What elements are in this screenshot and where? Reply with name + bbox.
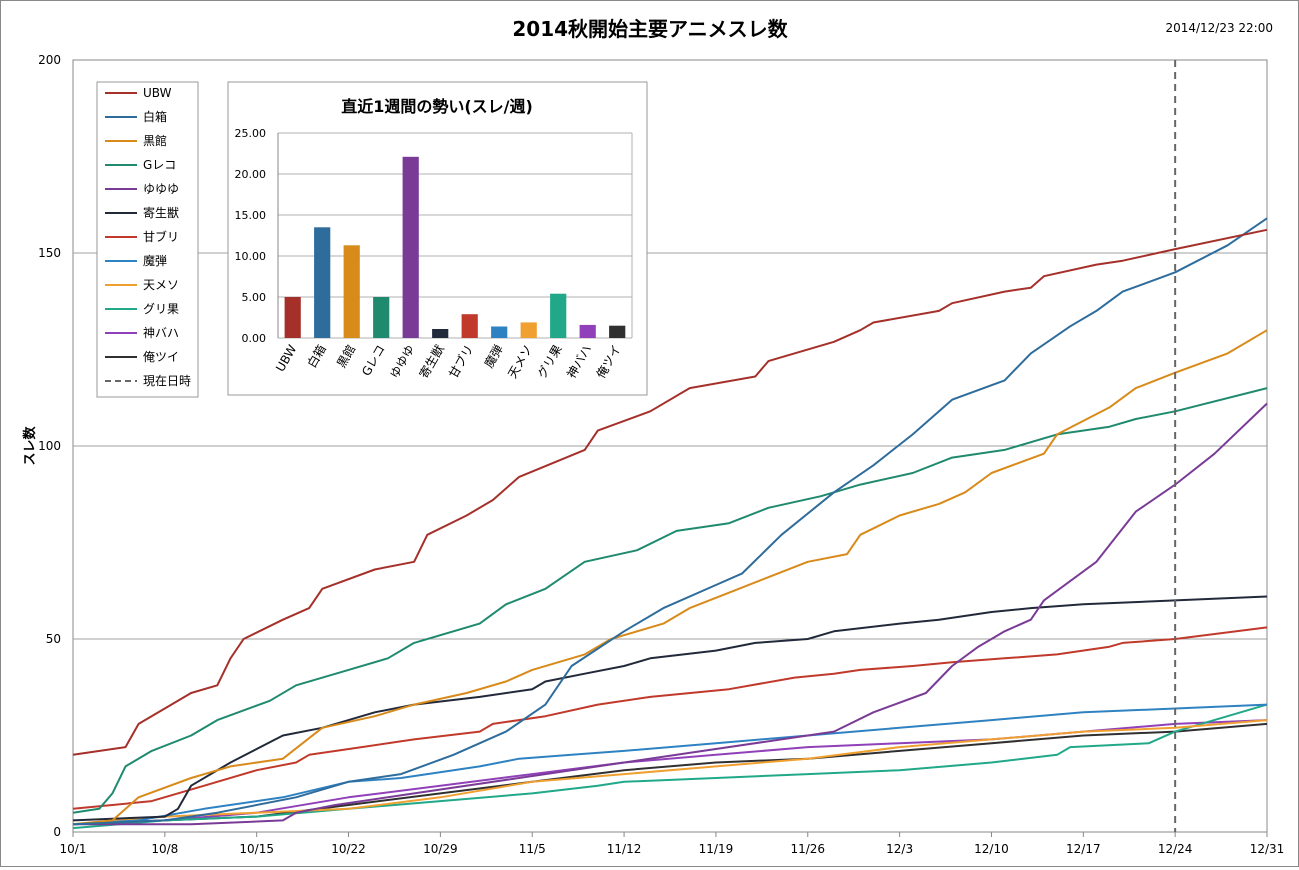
- x-tick-label: 11/12: [607, 842, 642, 856]
- inset-bar-ge383ace382b3: [373, 297, 390, 338]
- legend-label: 天メソ: [143, 278, 179, 292]
- inset-bar-chart: 直近1週間の勢い(スレ/週) 0.00 5.00 10.00 15.00 20.00 25.…: [227, 81, 648, 396]
- x-tick-label: 12/17: [1066, 842, 1101, 856]
- inset-y-tick-label: 25.00: [235, 127, 267, 140]
- inset-bar-e38286e38286e38286: [402, 156, 419, 338]
- x-tick-label: 10/29: [423, 842, 458, 856]
- y-tick-label: 100: [38, 439, 61, 453]
- x-tick-label: 12/10: [974, 842, 1009, 856]
- y-tick-label: 50: [46, 632, 61, 646]
- inset-bar-e4bfbae38384e382a4: [609, 325, 626, 338]
- x-tick-label: 10/22: [331, 842, 366, 856]
- main-axes: 0 50 100 150 200 スレ数 10/1 10/8 10/15 10/22 10/29 11…: [22, 53, 1284, 856]
- legend-label: グリ果: [143, 302, 179, 316]
- inset-frame: [227, 81, 648, 396]
- x-tick-label: 10/1: [60, 842, 87, 856]
- y-tick-label: 0: [53, 825, 61, 839]
- legend-label: 黒館: [143, 133, 167, 148]
- legend-label: ゆゆゆ: [143, 182, 179, 196]
- inset-y-tick-label: 20.00: [235, 168, 267, 181]
- inset-bar-e9bb92e9a4a8: [343, 245, 360, 338]
- inset-bar-e79498e38396e383aa: [461, 314, 478, 338]
- inset-bar-e382b0e383aae69e9c: [550, 293, 567, 338]
- main-series: [72, 60, 1268, 832]
- series-line-e5af84e7949fe78da3: [72, 595, 1268, 822]
- inset-bar-e799bde7aeb1: [314, 227, 331, 338]
- legend-label: UBW: [143, 86, 172, 100]
- legend-label: 甘ブリ: [143, 229, 179, 244]
- x-tick-label: 11/19: [699, 842, 734, 856]
- series-line-e38286e38286e38286: [73, 402, 1268, 826]
- y-axis-title: スレ数: [22, 426, 38, 466]
- inset-y-tick-label: 15.00: [235, 209, 267, 222]
- legend-label: 寄生獣: [143, 205, 179, 220]
- x-tick-label: 10/15: [239, 842, 274, 856]
- inset-y-tick-label: 5.00: [242, 291, 267, 304]
- series-line-e5a4a9e383a1e382bd: [72, 719, 1268, 826]
- chart-title: 2014秋開始主要アニメスレ数: [512, 17, 788, 41]
- inset-bar-ubw: [284, 297, 301, 338]
- series-line-e4bfbae38384e382a4: [72, 722, 1268, 826]
- timestamp: 2014/12/23 22:00: [1165, 21, 1273, 35]
- legend-label: 白箱: [143, 109, 167, 124]
- series-line-e799bde7aeb1: [72, 217, 1268, 826]
- series-line-e382b0e383aae69e9c: [72, 703, 1268, 830]
- y-tick-label: 200: [38, 53, 61, 67]
- x-tick-label: 11/26: [790, 842, 825, 856]
- inset-bar-e5af84e7949fe78da3: [432, 329, 449, 338]
- inset-y-tick-label: 0.00: [242, 332, 267, 345]
- legend-label: 俺ツイ: [143, 350, 179, 364]
- x-tick-label: 12/31: [1250, 842, 1285, 856]
- inset-bar-e7a59ee38390e3838f: [579, 324, 596, 338]
- x-tick-label: 12/24: [1158, 842, 1193, 856]
- series-line-ge383ace382b3: [72, 387, 1268, 814]
- series-line-e79498e38396e383aa: [72, 626, 1268, 810]
- legend-frame: [96, 81, 199, 398]
- legend-label: 現在日時: [143, 374, 191, 388]
- legend-label: 魔弾: [143, 253, 167, 268]
- inset-bar-e9ad94e5bcbe: [491, 326, 508, 338]
- inset-y-tick-label: 10.00: [235, 250, 267, 263]
- x-tick-label: 12/3: [886, 842, 913, 856]
- x-tick-label: 11/5: [519, 842, 546, 856]
- inset-bar-e5a4a9e383a1e382bd: [520, 322, 537, 338]
- series-line-ubw: [72, 228, 1268, 756]
- x-tick-label: 10/8: [151, 842, 178, 856]
- inset-title: 直近1週間の勢い(スレ/週): [341, 97, 533, 116]
- legend-label: Gレコ: [143, 158, 176, 172]
- y-tick-label: 150: [38, 246, 61, 260]
- series-line-e9bb92e9a4a8: [72, 329, 1268, 826]
- series-line-e9ad94e5bcbe: [72, 703, 1268, 826]
- legend-label: 神バハ: [143, 326, 179, 340]
- main-grid: [72, 59, 1268, 833]
